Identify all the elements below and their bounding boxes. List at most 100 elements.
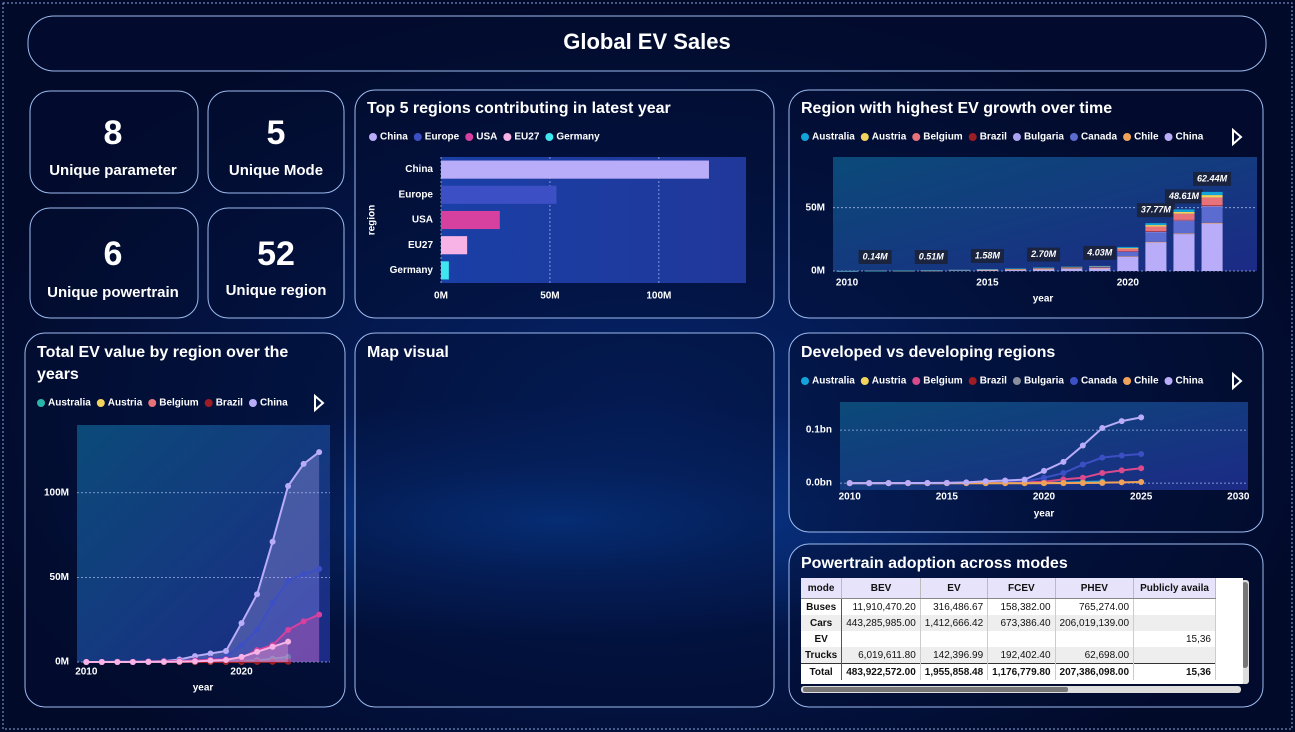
x-tick-label: 2030 — [1227, 492, 1250, 503]
data-point — [924, 479, 931, 486]
scrollbar-thumb[interactable] — [1242, 582, 1248, 668]
series-area — [86, 641, 289, 662]
data-point — [285, 658, 292, 665]
data-point — [300, 618, 307, 625]
x-tick-label: 2020 — [1033, 492, 1056, 503]
table-row: Buses 11,910,470.20 316,486.67 158,382.00 76… — [801, 598, 1216, 615]
series-area — [86, 452, 320, 662]
data-point — [1138, 450, 1145, 457]
data-point — [1041, 467, 1047, 474]
data-point — [160, 658, 167, 665]
kpi-card — [29, 90, 199, 194]
bar-segment — [1173, 219, 1195, 221]
y-tick-label: 0M — [811, 266, 825, 277]
data-point — [238, 653, 245, 660]
x-tick-label: 2020 — [230, 667, 253, 678]
scrollbar-thumb[interactable] — [803, 687, 1068, 692]
bar — [441, 185, 557, 204]
data-point — [1060, 458, 1067, 465]
bar-segment — [1117, 251, 1139, 252]
bar-segment — [1004, 269, 1027, 271]
bar-segment — [1145, 241, 1167, 243]
column-header: BEV — [841, 578, 921, 599]
table-cell: 62,698.00 — [1055, 647, 1135, 664]
legend-label: Bulgaria — [1024, 376, 1064, 387]
data-label: 62.44M — [1197, 173, 1228, 183]
data-point — [1118, 479, 1125, 486]
y-tick-label: USA — [412, 215, 433, 226]
table-cell — [920, 631, 989, 647]
bar-segment — [948, 269, 970, 271]
legend-next-arrow[interactable] — [1232, 127, 1243, 147]
bar-segment — [1201, 206, 1223, 223]
table-cell: 443,285,985.00 — [841, 615, 921, 631]
data-label-bg — [970, 248, 1004, 263]
bar-segment — [1061, 268, 1083, 271]
table-cell: 15,36 — [1133, 631, 1216, 647]
data-label: 0.14M — [863, 251, 889, 261]
data-point — [300, 460, 307, 467]
legend-label: Australia — [48, 398, 91, 409]
column-header: PHEV — [1055, 578, 1135, 599]
y-tick-label: 100M — [44, 487, 69, 498]
data-point — [1099, 454, 1106, 461]
bar-segment — [1173, 213, 1195, 220]
table-cell: 673,386.40 — [987, 615, 1056, 631]
data-label-bg — [914, 250, 948, 264]
legend-swatch — [912, 377, 921, 385]
x-axis-label: year — [193, 683, 214, 694]
x-axis-label: year — [1033, 294, 1054, 305]
bar-segment — [1061, 267, 1083, 269]
data-point — [1138, 479, 1145, 486]
data-point — [223, 656, 230, 663]
legend-next-arrow[interactable] — [314, 393, 325, 413]
y-tick-label: 50M — [806, 202, 825, 213]
legend-swatch — [968, 377, 977, 385]
bar-segment — [1201, 195, 1223, 198]
kpi-label: Unique powertrain — [47, 284, 179, 301]
legend-swatch — [37, 399, 45, 407]
bar-segment — [976, 269, 998, 271]
data-point — [885, 480, 892, 487]
kpi-value: 6 — [104, 235, 123, 273]
data-point — [1099, 470, 1106, 477]
data-point — [316, 611, 323, 618]
data-table: mode BEV EV FCEV PHEV Publicly availa Buses 11,… — [801, 578, 1243, 684]
legend-label: Chile — [1134, 132, 1159, 143]
bar-segment — [1089, 266, 1111, 268]
column-header: FCEV — [987, 578, 1056, 599]
legend-label: China — [260, 398, 288, 409]
table-cell: EV — [801, 631, 843, 647]
bar-segment — [1145, 231, 1167, 233]
table-cell: 483,922,572.00 — [841, 663, 921, 680]
table-row: Trucks 6,019,611.80 142,396.99 192,402.40 62… — [801, 647, 1216, 664]
y-tick-label: 0M — [55, 657, 69, 668]
table-cell: 1,176,779.80 — [987, 663, 1056, 680]
map-panel — [354, 332, 775, 708]
table-cell: 142,396.99 — [920, 647, 989, 664]
legend-label: Austria — [108, 398, 143, 409]
legend-label: Chile — [1134, 376, 1159, 387]
data-point — [1079, 461, 1086, 468]
data-point — [238, 642, 245, 649]
data-point — [269, 538, 276, 545]
bar-segment — [1117, 256, 1139, 271]
legend-swatch — [204, 399, 213, 407]
bar-segment — [1201, 191, 1223, 196]
data-point — [191, 658, 198, 665]
legend-label: Belgium — [159, 398, 199, 409]
data-point — [83, 659, 90, 665]
data-point — [1079, 479, 1086, 486]
legend-swatch — [369, 133, 377, 141]
data-point — [1002, 477, 1009, 484]
column-header: EV — [920, 578, 989, 599]
table-cell: 765,274.00 — [1055, 598, 1135, 615]
bar-segment — [920, 270, 942, 271]
y-tick-label: Europe — [399, 189, 434, 200]
x-tick-label: 0M — [434, 291, 448, 302]
x-tick-label: 2025 — [1130, 492, 1153, 503]
legend-next-arrow[interactable] — [1232, 371, 1243, 391]
table-cell: 207,386,098.00 — [1055, 663, 1135, 680]
data-point — [269, 643, 276, 650]
